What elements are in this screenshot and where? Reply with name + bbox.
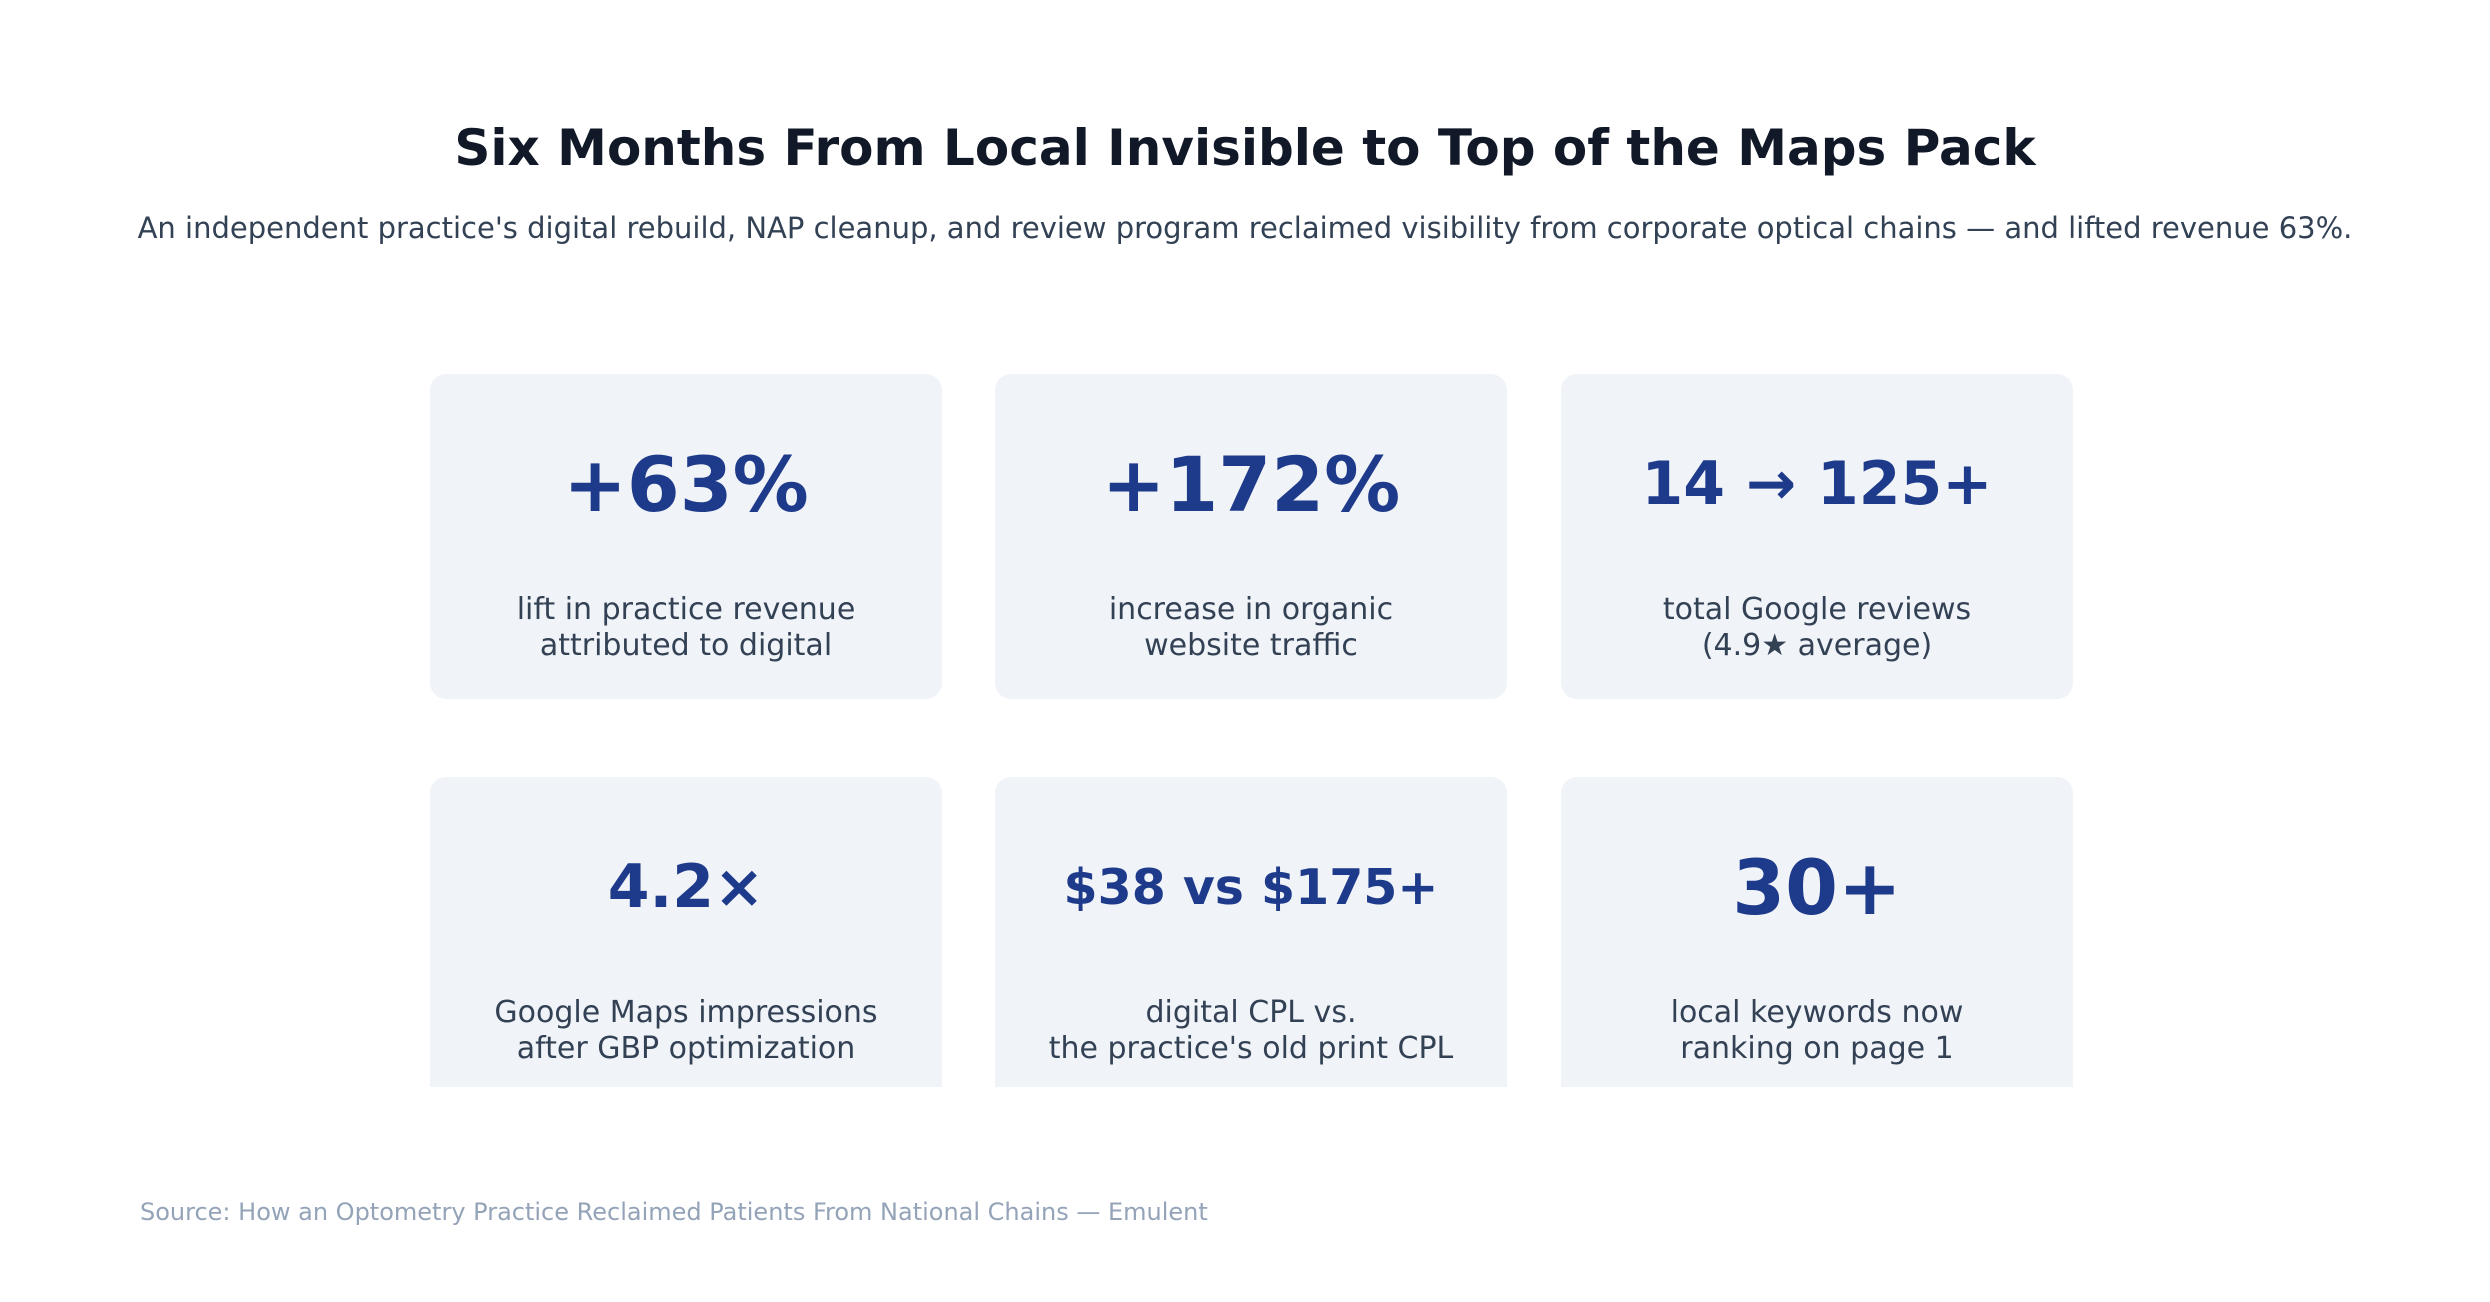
stat-label-line: the practice's old print CPL (1048, 1031, 1454, 1066)
stat-label-line: local keywords now (1670, 995, 1964, 1030)
stat-label-line: attributed to digital (539, 628, 833, 663)
stat-value: 4.2× (607, 852, 765, 922)
stat-label-line: lift in practice revenue (516, 592, 856, 627)
stat-card-maps-impressions: 4.2× Google Maps impressions after GBP o… (430, 777, 942, 1087)
stat-card-revenue: +63% lift in practice revenue attributed… (430, 374, 942, 699)
stat-value: 14 → 125+ (1641, 449, 1993, 519)
stat-card-organic-traffic: +172% increase in organic website traffi… (995, 374, 1507, 699)
stat-label-line: digital CPL vs. (1145, 995, 1357, 1030)
stat-value: $38 vs $175+ (1063, 858, 1439, 916)
source-citation: Source: How an Optometry Practice Reclai… (140, 1198, 1208, 1226)
stat-card-local-keywords: 30+ local keywords now ranking on page 1 (1561, 777, 2073, 1087)
stat-label-line: Google Maps impressions (494, 995, 878, 1030)
stat-label-line: increase in organic (1108, 592, 1394, 627)
stat-value: +172% (1101, 439, 1401, 529)
stat-value: +63% (563, 439, 809, 529)
stat-label: total Google reviews (4.9★ average) (1561, 592, 2073, 664)
stat-label: digital CPL vs. the practice's old print… (995, 995, 1507, 1067)
stat-label-line: after GBP optimization (516, 1031, 856, 1066)
stat-label-line: total Google reviews (1662, 592, 1972, 627)
stat-label: lift in practice revenue attributed to d… (430, 592, 942, 664)
page-subtitle: An independent practice's digital rebuil… (137, 211, 2353, 245)
stat-card-cost-per-lead: $38 vs $175+ digital CPL vs. the practic… (995, 777, 1507, 1087)
stat-label: increase in organic website traffic (995, 592, 1507, 664)
stat-label-line: website traffic (1144, 628, 1358, 663)
stat-label: local keywords now ranking on page 1 (1561, 995, 2073, 1067)
stat-label-line: ranking on page 1 (1680, 1031, 1954, 1066)
stat-value: 30+ (1732, 842, 1902, 932)
stat-card-google-reviews: 14 → 125+ total Google reviews (4.9★ ave… (1561, 374, 2073, 699)
stat-label: Google Maps impressions after GBP optimi… (430, 995, 942, 1067)
page-title: Six Months From Local Invisible to Top o… (454, 119, 2036, 177)
stat-label-line: (4.9★ average) (1701, 628, 1933, 663)
